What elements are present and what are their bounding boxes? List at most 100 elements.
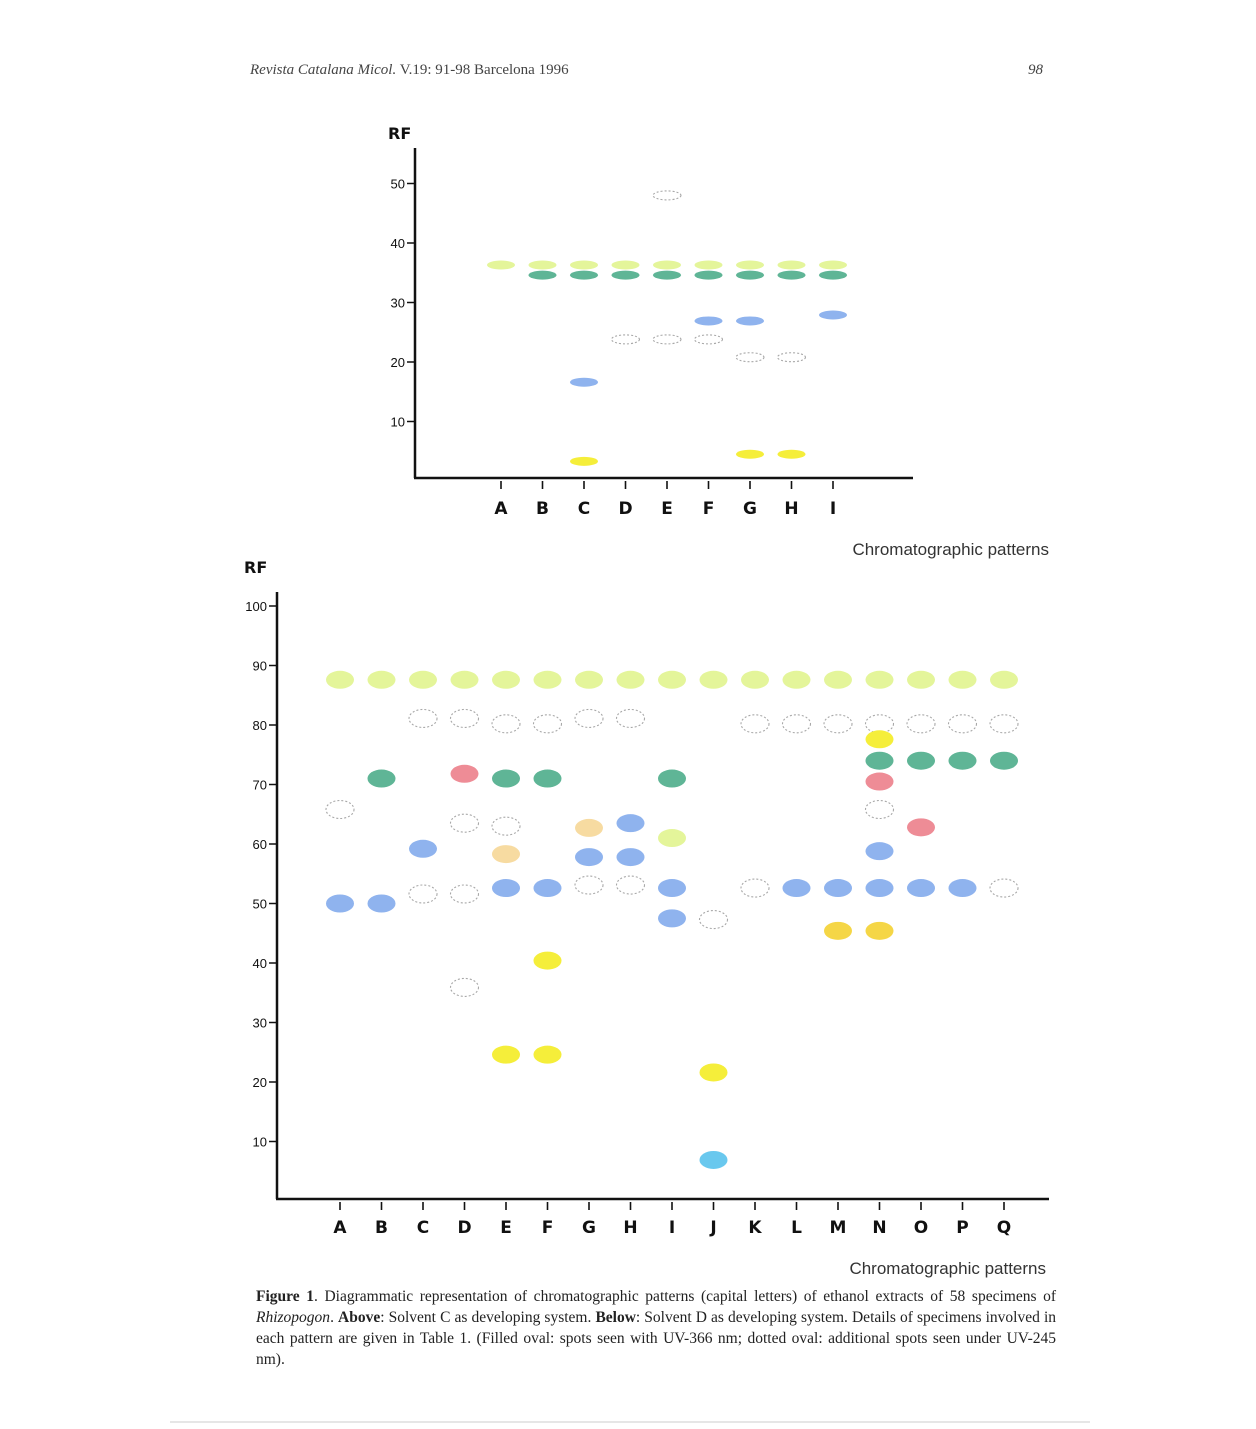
spot-yellow xyxy=(736,449,764,459)
y-tick-label: 90 xyxy=(253,659,267,674)
spot-dotted xyxy=(574,708,604,729)
y-tick-label: 50 xyxy=(253,897,267,912)
spot-dotted xyxy=(449,708,480,729)
spot-yellow-green xyxy=(865,670,894,689)
chart-top-solvent-c: RF 10 20 30 40 50 A B C D E F G H I Chromatographic pat… xyxy=(388,124,1049,559)
spot-blue xyxy=(575,848,603,867)
spot-yellow xyxy=(570,456,598,466)
y-tick-label: 20 xyxy=(391,355,405,370)
spot-dotted xyxy=(491,714,521,734)
spot-yellow-green xyxy=(533,670,562,689)
spot-yellow-green xyxy=(694,260,723,270)
spot-blue xyxy=(824,879,852,898)
spot-yellow-green xyxy=(492,670,520,689)
spot-yellow xyxy=(777,449,806,459)
category-label: H xyxy=(623,1218,637,1238)
page-bottom-rule xyxy=(170,1421,1090,1423)
spot-yellow-green xyxy=(658,829,686,848)
spot-teal xyxy=(528,270,557,280)
category-label: D xyxy=(618,499,632,519)
category-label: O xyxy=(914,1218,928,1238)
spot-teal xyxy=(533,769,562,788)
spot-yellow xyxy=(492,1045,520,1064)
category-label: I xyxy=(830,499,836,519)
spot-dotted xyxy=(449,813,480,833)
spot-teal xyxy=(658,769,686,788)
y-tick-label: 60 xyxy=(253,837,267,852)
chart-bottom-solvent-d: RF 10 20 30 40 50 60 70 80 90 100 A B C D E F G H I J K L M N O P Q… xyxy=(244,558,1049,1278)
y-tick-label: 70 xyxy=(253,778,267,793)
spot-pink xyxy=(450,764,479,783)
category-label: E xyxy=(661,499,673,519)
spot-yellow-green xyxy=(570,260,598,270)
spot-dotted xyxy=(989,878,1019,898)
spot-yellow-green xyxy=(326,670,354,689)
category-label: B xyxy=(536,499,549,519)
caption-text-2: . xyxy=(330,1309,339,1326)
category-label: B xyxy=(375,1218,388,1238)
caption-above-text: : Solvent C as developing system. xyxy=(380,1309,596,1326)
running-header: Revista Catalana Micol. V.19: 91-98 Barc… xyxy=(250,62,569,79)
spot-yellow xyxy=(533,1045,562,1064)
spot-blue xyxy=(616,848,645,867)
spot-yellow-green xyxy=(824,670,852,689)
category-label: G xyxy=(582,1218,596,1238)
spot-yellow-green xyxy=(611,260,640,270)
figure-label: Figure 1 xyxy=(256,1288,314,1305)
spot-yellow-green xyxy=(450,670,479,689)
y-axis-label: RF xyxy=(244,558,267,577)
spot-dotted xyxy=(864,714,895,734)
spot-cyan xyxy=(699,1150,728,1169)
spot-blue xyxy=(492,879,520,898)
spot-yellow-green xyxy=(528,260,557,270)
y-tick-label: 80 xyxy=(253,718,267,733)
spot-blue xyxy=(616,814,645,833)
spot-dotted xyxy=(735,352,765,363)
spot-gold xyxy=(865,921,894,940)
spot-teal xyxy=(611,270,640,280)
spot-yellow-green xyxy=(653,260,681,270)
caption-below-text: : Solvent D as developing system. Detail… xyxy=(256,1309,1056,1368)
spot-dotted xyxy=(574,875,604,895)
spot-teal xyxy=(367,769,396,788)
spot-blue xyxy=(865,842,894,861)
spot-dotted xyxy=(740,714,770,734)
spot-dotted xyxy=(947,714,978,734)
spot-yellow-green xyxy=(736,260,764,270)
spot-pink xyxy=(865,772,894,791)
spot-pink xyxy=(907,818,935,837)
spot-blue xyxy=(658,909,686,928)
spot-dotted xyxy=(449,977,480,997)
category-label: A xyxy=(494,499,508,519)
spot-blue xyxy=(782,879,811,898)
category-label: Q xyxy=(997,1218,1011,1238)
spot-dotted xyxy=(652,190,682,201)
category-label: N xyxy=(872,1218,886,1238)
spot-teal xyxy=(777,270,806,280)
spot-dotted xyxy=(652,334,682,345)
spot-dotted xyxy=(693,334,724,345)
figure-caption: Figure 1. Diagrammatic representation of… xyxy=(256,1286,1056,1370)
spot-yellow-green xyxy=(367,670,396,689)
spot-dotted xyxy=(610,334,641,345)
category-label: L xyxy=(791,1218,802,1238)
spot-blue xyxy=(694,316,723,326)
spot-dotted xyxy=(615,875,646,895)
category-label: C xyxy=(578,499,590,519)
spot-blue xyxy=(367,894,396,913)
y-tick-label: 40 xyxy=(253,956,267,971)
spot-blue xyxy=(819,310,847,320)
spot-yellow-green xyxy=(777,260,806,270)
spot-dotted xyxy=(740,878,770,898)
category-label: P xyxy=(956,1218,968,1238)
spot-dotted xyxy=(823,714,853,734)
spot-yellow-green xyxy=(409,670,437,689)
category-label: C xyxy=(417,1218,429,1238)
spot-yellow-green xyxy=(699,670,728,689)
spot-blue xyxy=(948,879,977,898)
spot-dotted xyxy=(408,708,438,729)
spot-yellow xyxy=(533,951,562,970)
spot-peach xyxy=(575,818,603,837)
spot-teal xyxy=(907,751,935,770)
category-label: D xyxy=(457,1218,471,1238)
